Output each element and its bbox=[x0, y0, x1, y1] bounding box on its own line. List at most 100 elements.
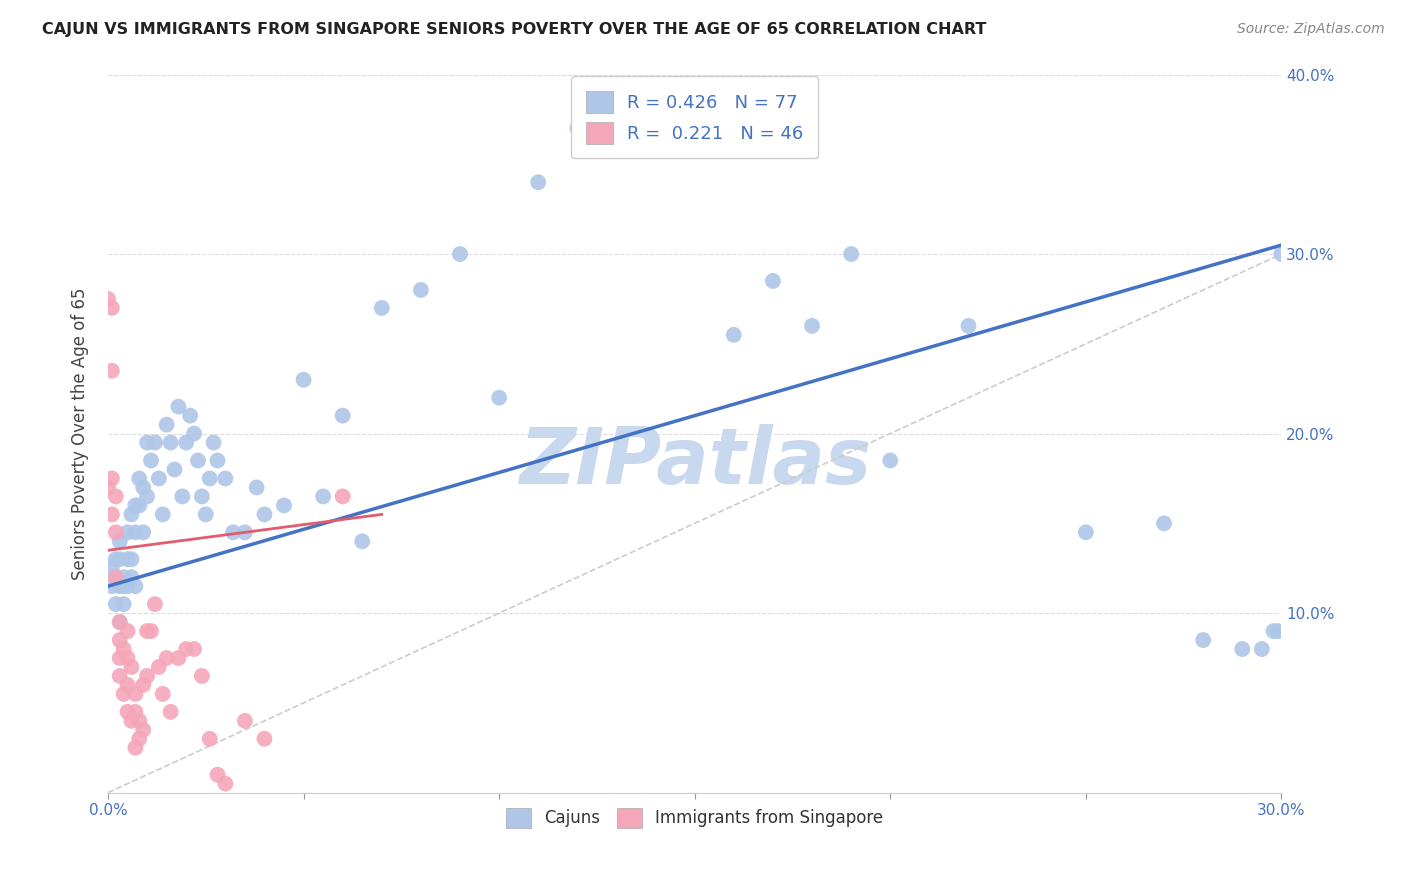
Text: Source: ZipAtlas.com: Source: ZipAtlas.com bbox=[1237, 22, 1385, 37]
Point bbox=[128, 499, 150, 513]
Point bbox=[1232, 642, 1254, 657]
Point bbox=[371, 301, 394, 315]
Point bbox=[104, 570, 127, 584]
Point bbox=[233, 714, 256, 728]
Point bbox=[108, 552, 131, 566]
Point bbox=[801, 318, 824, 333]
Point bbox=[132, 480, 155, 494]
Point bbox=[128, 731, 150, 746]
Point bbox=[839, 247, 862, 261]
Point bbox=[104, 570, 127, 584]
Point bbox=[101, 561, 124, 575]
Point bbox=[172, 490, 194, 504]
Point bbox=[332, 409, 354, 423]
Point bbox=[97, 292, 120, 306]
Point bbox=[207, 453, 229, 467]
Point bbox=[1267, 624, 1289, 638]
Point bbox=[108, 615, 131, 629]
Point bbox=[101, 301, 124, 315]
Point bbox=[104, 597, 127, 611]
Point bbox=[198, 731, 221, 746]
Point bbox=[246, 480, 269, 494]
Point bbox=[957, 318, 980, 333]
Point bbox=[194, 508, 217, 522]
Point bbox=[104, 552, 127, 566]
Point bbox=[108, 633, 131, 648]
Point bbox=[117, 579, 139, 593]
Point bbox=[132, 525, 155, 540]
Point bbox=[132, 723, 155, 737]
Point bbox=[152, 687, 174, 701]
Point bbox=[187, 453, 209, 467]
Point bbox=[202, 435, 225, 450]
Point bbox=[101, 364, 124, 378]
Point bbox=[117, 552, 139, 566]
Point bbox=[762, 274, 785, 288]
Point bbox=[253, 508, 276, 522]
Point bbox=[683, 139, 706, 153]
Point bbox=[1263, 624, 1285, 638]
Point bbox=[605, 121, 627, 136]
Legend: Cajuns, Immigrants from Singapore: Cajuns, Immigrants from Singapore bbox=[499, 801, 890, 835]
Point bbox=[488, 391, 510, 405]
Point bbox=[253, 731, 276, 746]
Point bbox=[352, 534, 374, 549]
Point bbox=[183, 642, 205, 657]
Point bbox=[1074, 525, 1097, 540]
Point bbox=[207, 767, 229, 781]
Point bbox=[120, 570, 142, 584]
Point bbox=[148, 660, 170, 674]
Point bbox=[312, 490, 335, 504]
Point bbox=[156, 651, 179, 665]
Point bbox=[112, 597, 135, 611]
Point bbox=[567, 121, 589, 136]
Point bbox=[128, 471, 150, 485]
Point bbox=[273, 499, 295, 513]
Point bbox=[198, 471, 221, 485]
Point bbox=[449, 247, 471, 261]
Point bbox=[108, 579, 131, 593]
Point bbox=[104, 490, 127, 504]
Point bbox=[124, 499, 146, 513]
Point bbox=[183, 426, 205, 441]
Point bbox=[108, 669, 131, 683]
Point bbox=[117, 624, 139, 638]
Point bbox=[214, 471, 236, 485]
Point bbox=[163, 462, 186, 476]
Point bbox=[179, 409, 201, 423]
Point bbox=[167, 400, 190, 414]
Point bbox=[1270, 247, 1292, 261]
Point bbox=[104, 525, 127, 540]
Point bbox=[120, 660, 142, 674]
Point bbox=[136, 435, 159, 450]
Point bbox=[139, 624, 162, 638]
Point bbox=[292, 373, 315, 387]
Point bbox=[101, 508, 124, 522]
Point bbox=[124, 525, 146, 540]
Point bbox=[152, 508, 174, 522]
Point bbox=[156, 417, 179, 432]
Point bbox=[112, 687, 135, 701]
Point bbox=[108, 534, 131, 549]
Point bbox=[879, 453, 901, 467]
Point bbox=[117, 525, 139, 540]
Point bbox=[132, 678, 155, 692]
Point bbox=[139, 453, 162, 467]
Point bbox=[167, 651, 190, 665]
Point bbox=[159, 435, 181, 450]
Point bbox=[124, 705, 146, 719]
Point bbox=[332, 490, 354, 504]
Point bbox=[124, 579, 146, 593]
Point bbox=[108, 651, 131, 665]
Point bbox=[120, 552, 142, 566]
Point bbox=[222, 525, 245, 540]
Point bbox=[108, 615, 131, 629]
Point bbox=[148, 471, 170, 485]
Point bbox=[1192, 633, 1215, 648]
Point bbox=[527, 175, 550, 189]
Point bbox=[159, 705, 181, 719]
Point bbox=[112, 579, 135, 593]
Point bbox=[1250, 642, 1272, 657]
Point bbox=[233, 525, 256, 540]
Point bbox=[112, 642, 135, 657]
